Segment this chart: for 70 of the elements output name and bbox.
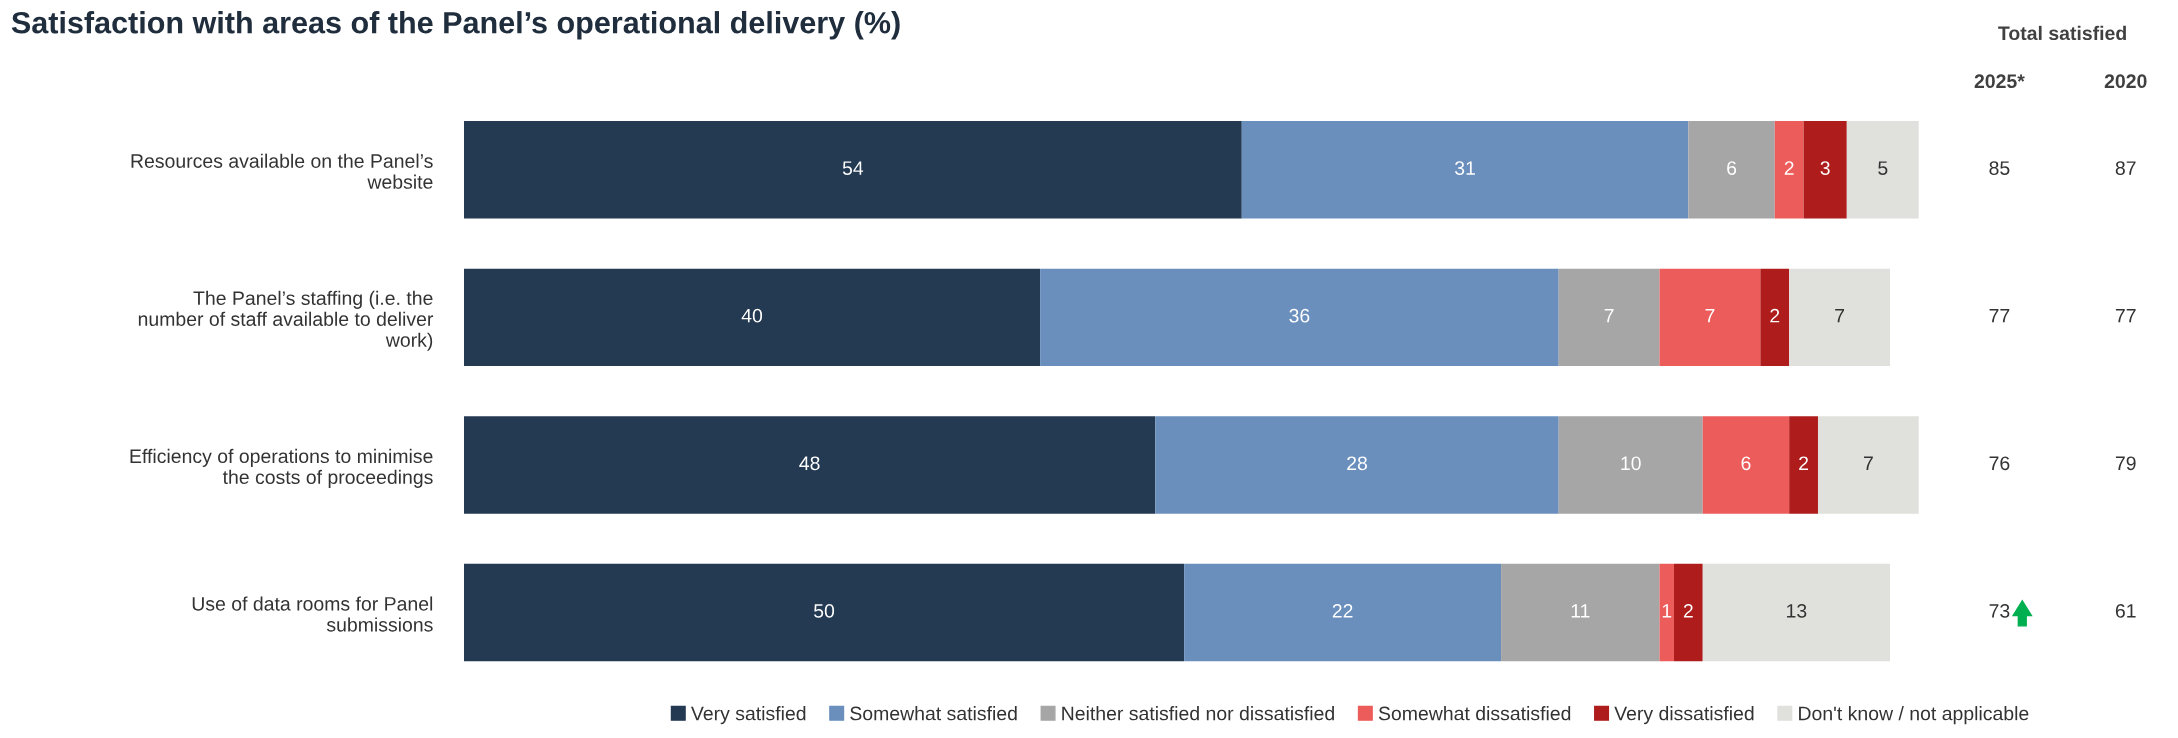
data-label: 5 [1878,161,1888,175]
data-label: 2 [1683,603,1693,618]
data-label: 6 [1741,456,1751,471]
y-tick-label: The Panel’s staffing (i.e. the number of staff available to deliver work) [138,290,434,351]
data-label: 3 [1820,161,1830,175]
bar [1803,121,1847,219]
data-label: 48 [799,456,820,471]
bar [1789,268,1891,367]
text: 77 [2115,308,2136,323]
data-label: 2 [1799,456,1809,470]
legend-label: Very dissatisfied [1614,706,1754,725]
text: 73 [1989,603,2010,618]
legend-label: Neither satisfied nor dissatisfied [1062,706,1334,721]
legend-label: Very satisfied [691,706,806,725]
bar [463,268,1041,367]
bar [1774,121,1804,219]
text: 87 [2115,161,2136,175]
text: 2025* [1974,74,2025,89]
bar [1659,563,1674,662]
data-label: 31 [1454,161,1475,175]
data-label: 10 [1621,456,1641,471]
data-label: 7 [1604,308,1614,323]
data-label: 6 [1727,161,1737,175]
text: 2020 [2104,74,2147,89]
bar [1155,416,1559,514]
data-label: 1 [1662,604,1672,618]
text: 79 [2115,456,2136,471]
text: Total satisfied [1998,25,2126,41]
legend-label: Somewhat dissatisfied [1378,706,1571,721]
data-label: 36 [1289,308,1310,323]
text: 61 [2115,603,2136,618]
data-label: 54 [842,161,864,175]
bar [463,416,1156,514]
bar [1846,121,1919,219]
data-label: 13 [1787,603,1807,618]
bar [1702,416,1790,514]
data-label: 2 [1784,161,1794,175]
data-label: 7 [1705,308,1715,323]
data-label: 22 [1332,603,1353,618]
bar [1184,563,1502,662]
bar [1501,563,1660,662]
bar [1702,563,1891,662]
bar [463,121,1242,219]
bar [1558,416,1703,514]
bar [1789,416,1818,514]
bar [1760,268,1790,367]
bar [1817,416,1919,514]
bar [1673,563,1703,662]
bar [1241,121,1689,219]
data-label: 28 [1347,456,1367,471]
legend-label: Don't know / not applicable [1799,706,2029,725]
data-label: 11 [1571,604,1590,618]
data-label: 7 [1835,308,1845,323]
data-label: 2 [1770,308,1780,323]
legend-label: Somewhat satisfied [850,706,1017,721]
data-label: 50 [814,603,835,618]
y-tick-label: Efficiency of operations to minimise the costs of proceedings [130,448,433,488]
text: 85 [1989,161,2010,175]
bar [463,563,1185,662]
y-tick-label: Use of data rooms for Panel submissions [192,596,433,632]
data-label: 40 [741,308,763,323]
text: 77 [1989,308,2010,323]
data-label: 7 [1863,456,1873,470]
bar [1659,268,1761,367]
y-tick-label: Resources available on the Panel’s website [131,153,433,189]
chart-title: Satisfaction with areas of the Panel’s operational delivery (%) [11,11,900,40]
bar [1688,121,1775,219]
bar [1040,268,1559,367]
text: 76 [1989,456,2010,471]
bar [1558,268,1660,367]
